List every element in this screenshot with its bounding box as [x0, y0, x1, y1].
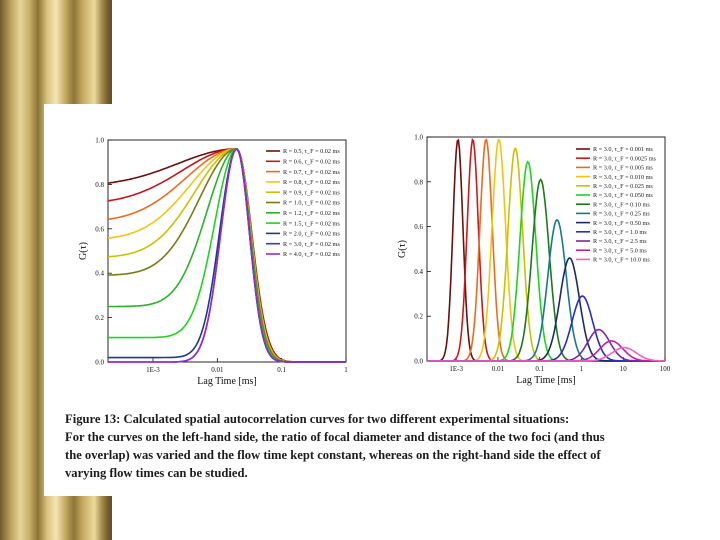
left-y-tick-label: 0.2 [95, 314, 104, 322]
right-y-axis-label: G(τ) [397, 240, 408, 258]
right-legend-entry: R = 3.0, τ_F = 0.005 ms [593, 165, 653, 172]
left-legend-entry: R = 0.7, τ_F = 0.02 ms [283, 169, 340, 176]
left-x-tick-label: 0.01 [211, 366, 224, 374]
left-legend-entry: R = 0.5, τ_F = 0.02 ms [283, 148, 340, 155]
right-legend-entry: R = 3.0, τ_F = 0.25 ms [593, 211, 650, 218]
right-y-tick-label: 0.6 [414, 223, 423, 231]
right-legend-entry: R = 3.0, τ_F = 0.0025 ms [593, 155, 657, 162]
right-x-axis-label: Lag Time [ms] [516, 375, 575, 386]
left-y-tick-label: 0.0 [95, 359, 104, 367]
figure-caption-line-4: varying flow times can be studied. [65, 466, 248, 480]
figure-caption-line-2: For the curves on the left-hand side, th… [65, 430, 605, 444]
left-legend-entry: R = 2.0, τ_F = 0.02 ms [283, 231, 340, 238]
left-legend-entry: R = 1.5, τ_F = 0.02 ms [283, 220, 340, 227]
left-x-tick-label: 1 [344, 366, 348, 374]
left-legend-entry: R = 0.9, τ_F = 0.02 ms [283, 189, 340, 196]
right-y-tick-label: 0.2 [414, 313, 423, 321]
right-legend-entry: R = 3.0, τ_F = 0.50 ms [593, 220, 650, 227]
right-series-line [427, 346, 666, 362]
left-series-line [108, 148, 346, 363]
left-y-axis-label: G(τ) [78, 242, 89, 260]
right-legend-entry: R = 3.0, τ_F = 0.001 ms [593, 146, 653, 153]
right-y-tick-label: 0.0 [414, 358, 423, 366]
right-legend-entry: R = 3.0, τ_F = 0.050 ms [593, 192, 653, 199]
right-legend-entry: R = 3.0, τ_F = 1.0 ms [593, 229, 647, 236]
left-legend-entry: R = 1.0, τ_F = 0.02 ms [283, 200, 340, 207]
right-y-tick-label: 0.4 [414, 268, 423, 276]
left-x-tick-label: 0.1 [277, 366, 286, 374]
right-x-tick-label: 1E-3 [449, 365, 463, 373]
left-plot-frame [107, 139, 347, 363]
right-legend-entry: R = 3.0, τ_F = 0.025 ms [593, 183, 653, 190]
left-y-tick-label: 0.4 [95, 270, 104, 278]
right-x-tick-label: 10 [620, 365, 628, 373]
right-x-tick-label: 0.01 [492, 365, 505, 373]
left-legend-entry: R = 3.0, τ_F = 0.02 ms [283, 241, 340, 248]
left-y-tick-label: 1.0 [95, 137, 104, 145]
right-x-tick-label: 0.1 [535, 365, 544, 373]
figure-caption-line-3: the overlap) was varied and the flow tim… [65, 448, 601, 462]
right-chart: 0.0 0.2 0.4 0.6 0.8 1.0 1E-3 0.01 0.1 1 10 100 Lag T… [397, 134, 671, 387]
left-y-tick-label: 0.6 [95, 225, 104, 233]
right-x-tick-label: 1 [580, 365, 584, 373]
right-y-tick-label: 0.8 [414, 178, 423, 186]
right-legend-entry: R = 3.0, τ_F = 2.5 ms [593, 238, 647, 245]
right-y-tick-label: 1.0 [414, 134, 423, 142]
left-legend-entry: R = 1.2, τ_F = 0.02 ms [283, 210, 340, 217]
left-legend-entry: R = 4.0, τ_F = 0.02 ms [283, 251, 340, 258]
right-legend-entry: R = 3.0, τ_F = 5.0 ms [593, 247, 647, 254]
figure-caption-line-1: Figure 13: Calculated spatial autocorrel… [65, 412, 570, 426]
left-x-tick-label: 1E-3 [146, 366, 160, 374]
left-chart: 0.0 0.2 0.4 0.6 0.8 1.0 1E-3 0.01 0.1 1 Lag Time [… [78, 137, 348, 388]
right-legend-entry: R = 3.0, τ_F = 0.10 ms [593, 201, 650, 208]
right-legend-entry: R = 3.0, τ_F = 0.010 ms [593, 174, 653, 181]
left-legend-entry: R = 0.6, τ_F = 0.02 ms [283, 159, 340, 166]
left-x-axis-label: Lag Time [ms] [197, 376, 256, 387]
right-legend-entry: R = 3.0, τ_F = 10.0 ms [593, 257, 650, 264]
left-y-tick-label: 0.8 [95, 181, 104, 189]
left-legend-entry: R = 0.8, τ_F = 0.02 ms [283, 179, 340, 186]
right-x-tick-label: 100 [660, 365, 671, 373]
